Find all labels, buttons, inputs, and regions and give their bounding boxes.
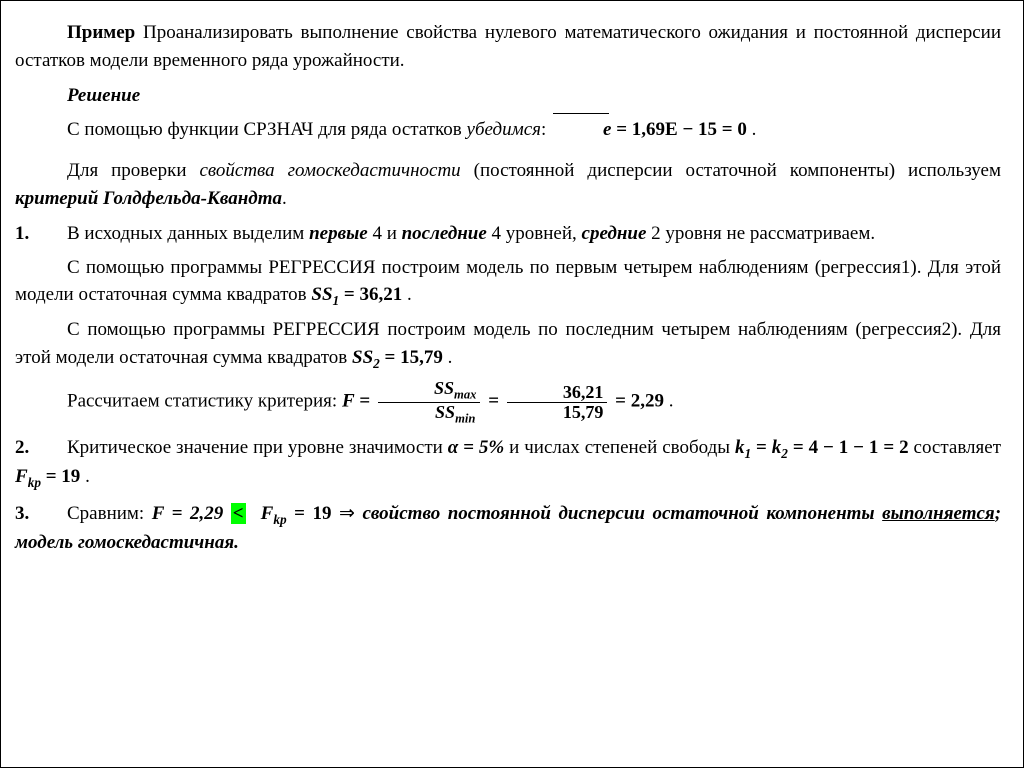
step-number: 2. (15, 434, 67, 462)
text: . (664, 391, 674, 412)
step-3: 3.Сравним: F = 2,29 < Fkp = 19 ⇒ свойств… (15, 500, 1001, 557)
eq-sign: = (355, 391, 375, 412)
fkp: F (15, 466, 28, 487)
text: С помощью программы РЕГРЕССИЯ построим м… (15, 257, 1001, 306)
fkp: F (261, 503, 274, 524)
f-computed: F = 2,29 (152, 503, 223, 524)
eq-sign: = (483, 391, 503, 412)
text: (постоянной дисперсии остаточной компоне… (461, 160, 1001, 181)
ss2-sub: 2 (373, 356, 380, 371)
text: . (443, 347, 453, 368)
eq-mean: = 1,69E − 15 = 0 (611, 119, 746, 140)
arrow: ⇒ (332, 503, 363, 524)
ss1-value: = 36,21 (339, 284, 402, 305)
text-emph: свойства гомоскедастичности (199, 160, 460, 181)
text: . (402, 284, 412, 305)
label-example: Пример (67, 22, 135, 43)
document-page: Пример Проанализировать выполнение свойс… (0, 0, 1024, 768)
text: Рассчитаем статистику критерия: (67, 391, 342, 412)
text: составляет (909, 437, 1001, 458)
label-solution: Решение (67, 85, 140, 106)
text: 2 уровня не рассматриваем. (646, 223, 875, 244)
text: : (541, 119, 551, 140)
fraction-ss: SSmaxSSmin (378, 379, 481, 426)
p-regression1: С помощью программы РЕГРЕССИЯ построим м… (15, 254, 1001, 311)
text: . (282, 188, 287, 209)
step-number: 3. (15, 500, 67, 528)
p-homosked-intro: Для проверки свойства гомоскедастичности… (15, 157, 1001, 212)
step-1: 1.В исходных данных выделим первые 4 и п… (15, 220, 1001, 248)
k1: k (735, 437, 745, 458)
F-symbol: F (342, 391, 355, 412)
ss2-label: SS (352, 347, 373, 368)
text: и числах степеней свободы (504, 437, 735, 458)
ss2-value: = 15,79 (380, 347, 443, 368)
text: В исходных данных выделим (67, 223, 309, 244)
f-value: = 2,29 (610, 391, 664, 412)
example-title-line: Пример Проанализировать выполнение свойс… (15, 19, 1001, 74)
step-2: 2.Критическое значение при уровне значим… (15, 434, 1001, 492)
text: . (747, 119, 757, 140)
text: Для проверки (67, 160, 199, 181)
conclusion-underlined: выполняется (882, 503, 995, 524)
text: С помощью программы РЕГРЕССИЯ построим м… (15, 319, 1001, 368)
alpha: α = 5% (448, 437, 505, 458)
solution-heading: Решение (15, 82, 1001, 110)
text: Критическое значение при уровне значимос… (67, 437, 448, 458)
text: 4 и (368, 223, 402, 244)
k2: k (772, 437, 782, 458)
p-regression2: С помощью программы РЕГРЕССИЯ построим м… (15, 316, 1001, 373)
word-first: первые (309, 223, 368, 244)
p-mean-check: С помощью функции СРЗНАЧ для ряда остатк… (15, 116, 1001, 144)
conclusion-1: свойство постоянной дисперсии остаточной… (363, 503, 883, 524)
text: С помощью функции СРЗНАЧ для ряда остатк… (67, 119, 467, 140)
highlight-lt: < (231, 503, 246, 524)
word-last: последние (402, 223, 487, 244)
text-emph: убедимся (467, 119, 541, 140)
symbol-e-bar: e (551, 116, 611, 144)
word-middle: средние (582, 223, 647, 244)
p-f-statistic: Рассчитаем статистику критерия: F = SSma… (15, 379, 1001, 426)
text: Сравним: (67, 503, 152, 524)
ss1-label: SS (311, 284, 332, 305)
step-number: 1. (15, 220, 67, 248)
fraction-numeric: 36,2115,79 (507, 383, 608, 422)
criterion-name: критерий Голдфельда-Квандта (15, 188, 282, 209)
title-text: Проанализировать выполнение свойства нул… (15, 22, 1001, 71)
text: 4 уровней, (487, 223, 582, 244)
text: . (80, 466, 90, 487)
